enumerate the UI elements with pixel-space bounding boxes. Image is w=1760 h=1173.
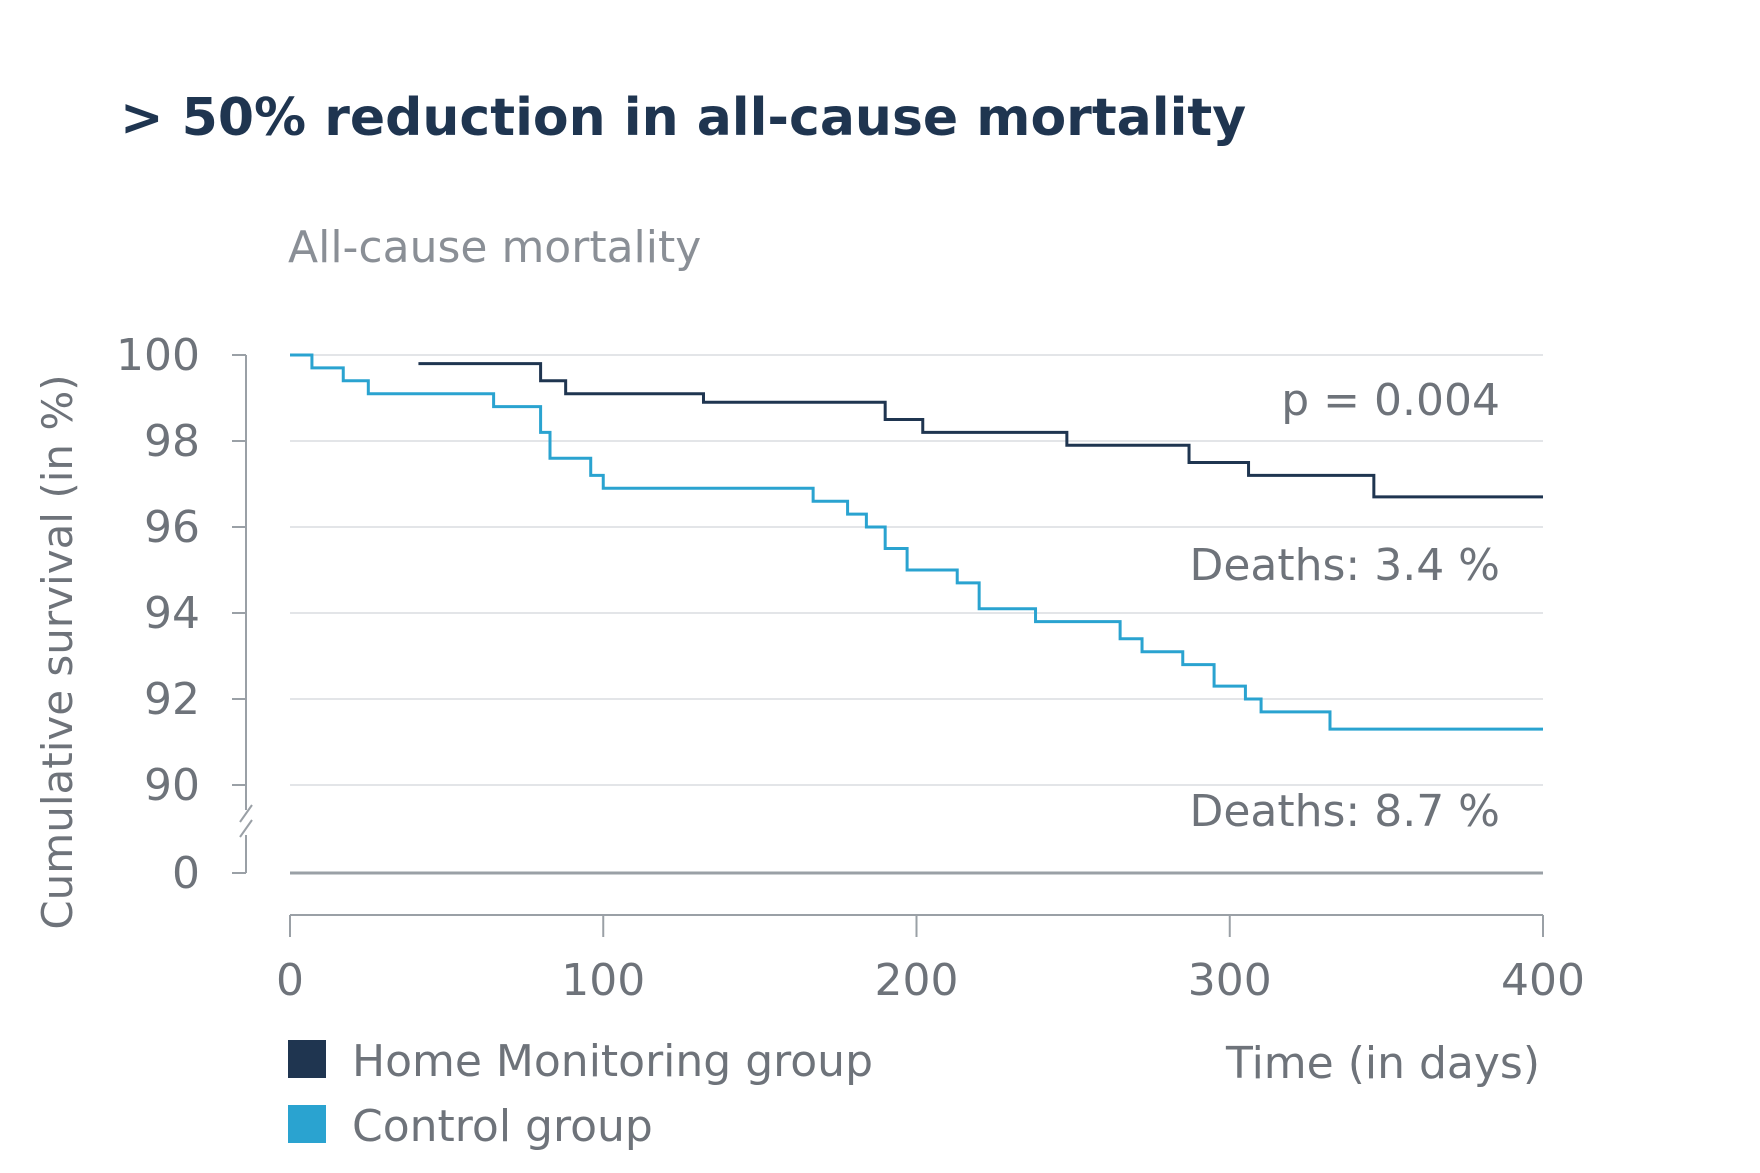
x-tick-label-0: 0 <box>276 955 304 1006</box>
x-tick-label-200: 200 <box>875 955 959 1006</box>
x-axis-label: Time (in days) <box>1225 1038 1540 1089</box>
chart-title: All-cause mortality <box>288 222 701 273</box>
series-line-control <box>290 353 1543 731</box>
p-value-annotation: p = 0.004 <box>1281 375 1500 426</box>
legend-swatch-control <box>288 1105 326 1143</box>
axes <box>232 354 1544 937</box>
legend-label-control: Control group <box>352 1101 653 1152</box>
series-lines <box>290 353 1543 731</box>
legend-swatch-home <box>288 1040 326 1078</box>
y-tick-label-98: 98 <box>144 416 200 467</box>
tick-labels: 100 98 96 94 92 90 0 0 100 200 300 400 <box>116 330 1585 1006</box>
deaths-control-annotation: Deaths: 8.7 % <box>1189 786 1500 837</box>
y-tick-label-96: 96 <box>144 502 200 553</box>
x-tick-label-300: 300 <box>1188 955 1272 1006</box>
y-tick-label-92: 92 <box>144 674 200 725</box>
deaths-home-annotation: Deaths: 3.4 % <box>1189 540 1500 591</box>
y-tick-label-0: 0 <box>172 848 200 899</box>
x-tick-label-100: 100 <box>561 955 645 1006</box>
series-line-home-monitoring <box>418 362 1543 499</box>
y-tick-label-94: 94 <box>144 588 200 639</box>
y-tick-label-100: 100 <box>116 330 200 381</box>
y-axis-break-mark <box>239 804 253 838</box>
y-axis-label: Cumulative survival (in %) <box>33 374 82 929</box>
x-tick-label-400: 400 <box>1501 955 1585 1006</box>
legend-label-home: Home Monitoring group <box>352 1036 873 1087</box>
y-tick-label-90: 90 <box>144 760 200 811</box>
gridlines <box>290 354 1543 875</box>
headline: > 50% reduction in all-cause mortality <box>120 88 1246 148</box>
